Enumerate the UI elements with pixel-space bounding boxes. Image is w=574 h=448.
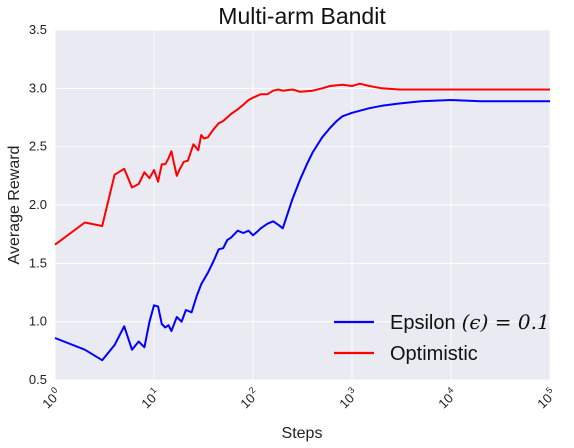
x-tick-label: 103 bbox=[335, 385, 362, 412]
x-tick-labels: 100 101 102 103 104 105 bbox=[38, 385, 560, 412]
chart-title: Multi-arm Bandit bbox=[218, 3, 386, 29]
y-tick-label: 2.5 bbox=[29, 139, 47, 154]
x-tick-label: 105 bbox=[533, 385, 560, 412]
legend: Epsilon (ϵ) = 0.1 Optimistic bbox=[334, 310, 550, 365]
series-layer bbox=[54, 82, 550, 362]
y-tick-label: 3.0 bbox=[29, 80, 47, 95]
y-tick-labels: 0.5 1.0 1.5 2.0 2.5 3.0 3.5 bbox=[29, 22, 47, 387]
x-tick-label: 104 bbox=[434, 385, 461, 412]
legend-label-epsilon: Epsilon (ϵ) = 0.1 bbox=[390, 310, 550, 334]
y-axis-label: Average Reward bbox=[6, 146, 23, 265]
y-tick-label: 1.5 bbox=[29, 255, 47, 270]
y-tick-label: 3.5 bbox=[29, 22, 47, 37]
x-tick-label: 102 bbox=[236, 385, 263, 412]
series-line-epsilon bbox=[54, 99, 550, 362]
y-tick-label: 2.0 bbox=[29, 197, 47, 212]
y-tick-label: 1.0 bbox=[29, 314, 47, 329]
x-axis-label: Steps bbox=[282, 425, 323, 442]
x-tick-label: 101 bbox=[137, 385, 164, 412]
x-tick-label: 100 bbox=[38, 385, 65, 412]
legend-label-optimistic: Optimistic bbox=[390, 343, 478, 365]
series-line-optimistic bbox=[54, 82, 550, 246]
y-tick-label: 0.5 bbox=[29, 372, 47, 387]
